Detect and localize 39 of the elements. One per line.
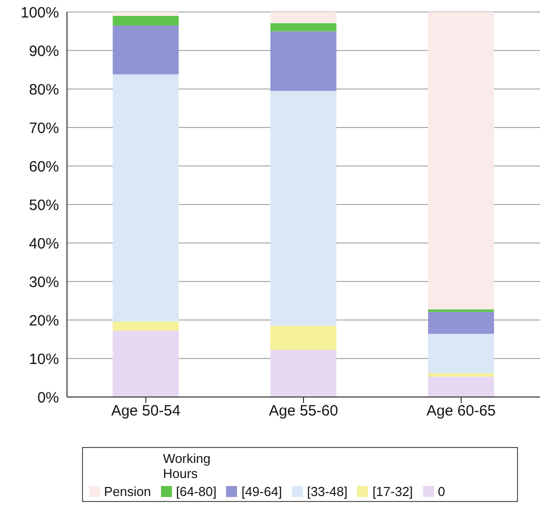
- bar: [112, 74, 179, 322]
- bar: [428, 376, 494, 397]
- x-tick-label: Age 55-60: [268, 402, 338, 420]
- legend-label: Pension: [104, 484, 151, 499]
- y-tick-label: 60%: [28, 158, 59, 176]
- legend-label: 0: [438, 484, 446, 499]
- bar: [270, 326, 336, 350]
- y-tick-label: 80%: [28, 81, 59, 98]
- bar: [112, 16, 179, 26]
- bar: [112, 330, 179, 397]
- bar: [112, 25, 179, 74]
- bar: [428, 312, 494, 334]
- legend-label: [17-32]: [372, 484, 413, 499]
- bar: [428, 334, 494, 374]
- y-tick-label: 100%: [20, 4, 59, 22]
- bar: [270, 31, 336, 91]
- bar: [270, 350, 336, 397]
- bar: [112, 322, 179, 331]
- bar: [428, 373, 494, 377]
- y-tick-label: 0%: [37, 389, 59, 406]
- y-tick-label: 90%: [28, 42, 59, 60]
- legend-label: [33-48]: [306, 484, 348, 499]
- bar: [270, 23, 336, 32]
- y-tick-label: 40%: [28, 235, 59, 252]
- legend-label: [64-80]: [176, 484, 216, 499]
- legend-title: Working Hours: [163, 451, 212, 481]
- bar: [270, 90, 336, 326]
- y-tick-label: 10%: [28, 350, 59, 368]
- x-tick-label: Age 50-54: [111, 402, 180, 420]
- y-tick-label: 20%: [28, 312, 59, 330]
- bar: [112, 12, 179, 16]
- bar: [270, 12, 336, 24]
- y-tick-label: 70%: [28, 120, 59, 137]
- legend-label: [49-64]: [241, 484, 282, 499]
- bar: [428, 12, 494, 310]
- y-tick-label: 30%: [28, 274, 59, 291]
- bar: [428, 309, 494, 312]
- y-tick-label: 50%: [28, 196, 59, 214]
- x-tick-label: Age 60-65: [426, 402, 496, 420]
